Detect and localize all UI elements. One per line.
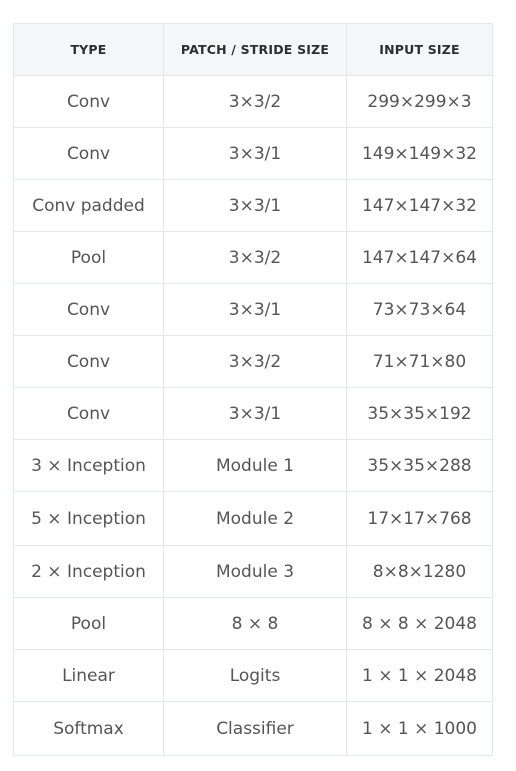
cell-input-size: 149×149×32	[346, 127, 493, 180]
cell-type: Conv	[13, 335, 164, 388]
table-row: Conv 3×3/1 73×73×64	[13, 283, 493, 336]
cell-patch-stride-size: 3×3/1	[163, 179, 347, 232]
cell-input-size: 1 × 1 × 1000	[346, 701, 493, 756]
table-row: 2 × Inception Module 3 8×8×1280	[13, 545, 493, 598]
cell-input-size: 73×73×64	[346, 283, 493, 336]
cell-type: Conv	[13, 387, 164, 440]
cell-input-size: 1 × 1 × 2048	[346, 649, 493, 702]
cell-type: 5 × Inception	[13, 491, 164, 546]
table-row: Conv 3×3/2 299×299×3	[13, 75, 493, 128]
table-row: Softmax Classifier 1 × 1 × 1000	[13, 701, 493, 756]
column-header-type: TYPE	[13, 23, 164, 76]
table-row: Conv 3×3/1 149×149×32	[13, 127, 493, 180]
cell-input-size: 299×299×3	[346, 75, 493, 128]
architecture-table-container: TYPE PATCH / STRIDE SIZE INPUT SIZE Conv…	[13, 23, 493, 756]
cell-type: 3 × Inception	[13, 439, 164, 492]
header-row: TYPE PATCH / STRIDE SIZE INPUT SIZE	[13, 23, 493, 76]
cell-input-size: 147×147×64	[346, 231, 493, 284]
table-row: Pool 8 × 8 8 × 8 × 2048	[13, 597, 493, 650]
table-header: TYPE PATCH / STRIDE SIZE INPUT SIZE	[13, 23, 493, 76]
cell-patch-stride-size: 3×3/2	[163, 335, 347, 388]
cell-type: 2 × Inception	[13, 545, 164, 598]
cell-type: Softmax	[13, 701, 164, 756]
cell-input-size: 8 × 8 × 2048	[346, 597, 493, 650]
cell-input-size: 147×147×32	[346, 179, 493, 232]
table-row: Linear Logits 1 × 1 × 2048	[13, 649, 493, 702]
table-row: Conv 3×3/2 71×71×80	[13, 335, 493, 388]
cell-patch-stride-size: 8 × 8	[163, 597, 347, 650]
table-body: Conv 3×3/2 299×299×3 Conv 3×3/1 149×149×…	[13, 75, 493, 756]
cell-patch-stride-size: 3×3/2	[163, 231, 347, 284]
cell-type: Conv	[13, 75, 164, 128]
cell-type: Pool	[13, 597, 164, 650]
column-header-patch-stride-size: PATCH / STRIDE SIZE	[163, 23, 347, 76]
cell-patch-stride-size: Module 2	[163, 491, 347, 546]
table-row: Conv padded 3×3/1 147×147×32	[13, 179, 493, 232]
cell-patch-stride-size: 3×3/1	[163, 387, 347, 440]
architecture-table: TYPE PATCH / STRIDE SIZE INPUT SIZE Conv…	[13, 23, 493, 756]
table-row: Conv 3×3/1 35×35×192	[13, 387, 493, 440]
column-header-input-size: INPUT SIZE	[346, 23, 493, 76]
cell-patch-stride-size: Classifier	[163, 701, 347, 756]
cell-input-size: 8×8×1280	[346, 545, 493, 598]
cell-type: Pool	[13, 231, 164, 284]
cell-patch-stride-size: Module 3	[163, 545, 347, 598]
cell-type: Linear	[13, 649, 164, 702]
cell-input-size: 35×35×192	[346, 387, 493, 440]
table-row: Pool 3×3/2 147×147×64	[13, 231, 493, 284]
cell-type: Conv	[13, 283, 164, 336]
cell-patch-stride-size: 3×3/1	[163, 127, 347, 180]
cell-type: Conv	[13, 127, 164, 180]
table-row: 5 × Inception Module 2 17×17×768	[13, 491, 493, 546]
cell-patch-stride-size: Module 1	[163, 439, 347, 492]
cell-input-size: 35×35×288	[346, 439, 493, 492]
table-row: 3 × Inception Module 1 35×35×288	[13, 439, 493, 492]
cell-input-size: 17×17×768	[346, 491, 493, 546]
cell-patch-stride-size: 3×3/1	[163, 283, 347, 336]
cell-patch-stride-size: 3×3/2	[163, 75, 347, 128]
cell-input-size: 71×71×80	[346, 335, 493, 388]
cell-type: Conv padded	[13, 179, 164, 232]
cell-patch-stride-size: Logits	[163, 649, 347, 702]
